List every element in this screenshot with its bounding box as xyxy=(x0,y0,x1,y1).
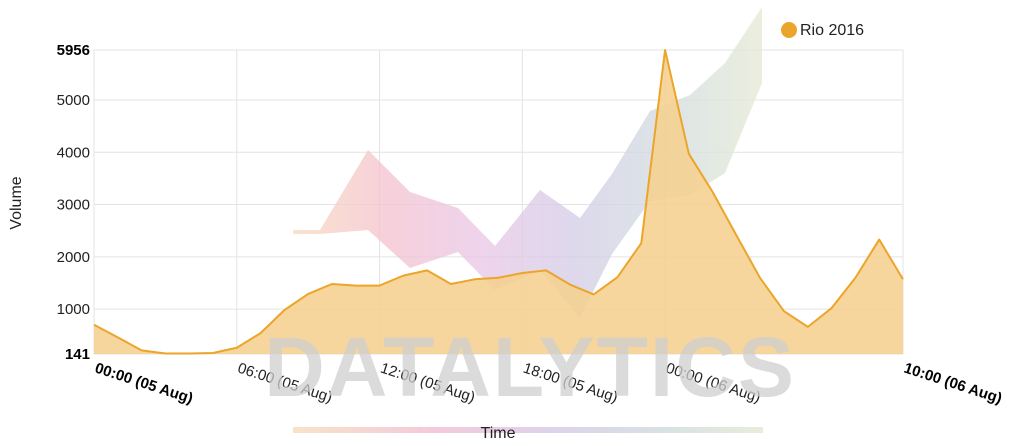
y-tick-label: 5956 xyxy=(57,42,90,59)
data-point[interactable] xyxy=(829,305,835,311)
data-point[interactable] xyxy=(448,281,454,287)
data-point[interactable] xyxy=(305,291,311,297)
data-point[interactable] xyxy=(686,151,692,157)
data-point[interactable] xyxy=(472,276,478,282)
x-tick-label: 10:00 (06 Aug) xyxy=(902,360,1004,408)
data-point[interactable] xyxy=(805,324,811,330)
data-point[interactable] xyxy=(377,283,383,289)
data-point[interactable] xyxy=(115,334,121,340)
data-point[interactable] xyxy=(258,330,264,336)
data-point[interactable] xyxy=(91,322,97,328)
data-point[interactable] xyxy=(329,281,335,287)
y-tick-label: 2000 xyxy=(57,249,90,266)
y-axis-title: Volume xyxy=(8,176,25,229)
data-point[interactable] xyxy=(638,240,644,246)
x-tick-label: 00:00 (05 Aug) xyxy=(93,360,195,408)
data-point[interactable] xyxy=(519,270,525,276)
data-point[interactable] xyxy=(591,291,597,297)
data-point[interactable] xyxy=(353,283,359,289)
data-point[interactable] xyxy=(424,267,430,273)
data-point[interactable] xyxy=(210,350,216,356)
data-point[interactable] xyxy=(876,237,882,243)
data-point[interactable] xyxy=(781,308,787,314)
data-point[interactable] xyxy=(757,275,763,281)
x-axis-title: Time xyxy=(481,425,516,442)
data-point[interactable] xyxy=(900,276,906,282)
data-point[interactable] xyxy=(710,189,716,195)
decorative-ribbon xyxy=(293,7,762,318)
legend[interactable]: Rio 2016 xyxy=(781,22,864,39)
data-point[interactable] xyxy=(614,274,620,280)
data-point[interactable] xyxy=(139,347,145,353)
series-line-rio-2016 xyxy=(93,49,904,355)
y-tick-label: 3000 xyxy=(57,197,90,214)
data-point[interactable] xyxy=(662,47,668,53)
y-tick-label: 5000 xyxy=(57,92,90,109)
time-range-scrollbar[interactable] xyxy=(293,427,763,433)
data-point[interactable] xyxy=(400,273,406,279)
data-point[interactable] xyxy=(852,275,858,281)
y-axis-ticks: 141 1000 2000 3000 4000 5000 5956 xyxy=(57,42,90,363)
y-tick-label: 141 xyxy=(65,346,90,363)
legend-dot xyxy=(781,22,797,38)
y-tick-label: 4000 xyxy=(57,144,90,161)
legend-label: Rio 2016 xyxy=(800,22,864,39)
ribbon-shape xyxy=(293,7,762,318)
data-point[interactable] xyxy=(496,275,502,281)
data-point[interactable] xyxy=(733,232,739,238)
series-area-rio-2016 xyxy=(94,50,903,354)
data-point[interactable] xyxy=(281,307,287,313)
series-layer xyxy=(91,47,906,357)
data-point[interactable] xyxy=(234,345,240,351)
data-point[interactable] xyxy=(543,267,549,273)
y-tick-label: 1000 xyxy=(57,301,90,318)
watermark-text: DATALYTICS xyxy=(264,320,796,414)
data-point[interactable] xyxy=(567,282,573,288)
data-point[interactable] xyxy=(162,351,168,357)
data-point[interactable] xyxy=(186,351,192,357)
